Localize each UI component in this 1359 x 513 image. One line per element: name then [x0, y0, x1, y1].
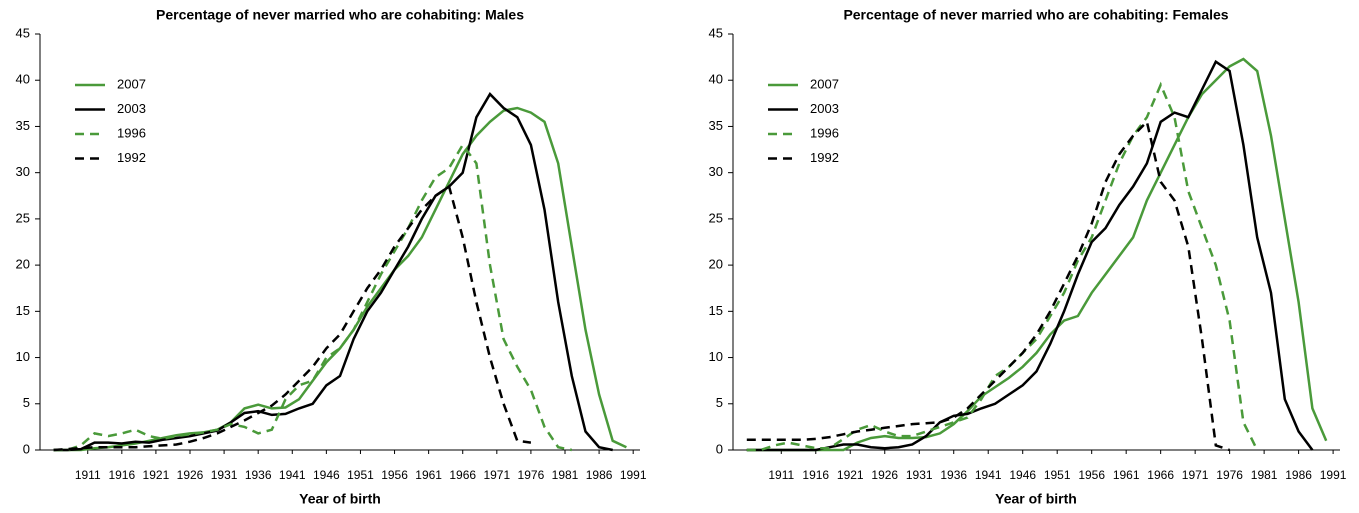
y-tick-label: 10 — [16, 349, 30, 364]
x-tick-label: 1936 — [245, 468, 272, 482]
y-tick-label: 0 — [716, 441, 723, 456]
series-line — [746, 59, 1314, 452]
chart-title: Percentage of never married who are coha… — [156, 7, 524, 23]
x-tick-label: 1941 — [279, 468, 306, 482]
x-tick-label: 1911 — [75, 468, 101, 482]
legend-label: 2003 — [810, 101, 839, 116]
legend-label: 2003 — [117, 101, 146, 116]
x-tick-label: 1916 — [802, 468, 829, 482]
y-tick-label: 30 — [709, 164, 723, 179]
y-tick-label: 25 — [16, 210, 30, 225]
x-tick-label: 1976 — [1216, 468, 1243, 482]
series-line — [746, 57, 1328, 452]
series-line — [746, 81, 1259, 452]
x-tick-label: 1986 — [586, 468, 613, 482]
x-tick-label: 1926 — [177, 468, 204, 482]
x-tick-label: 1971 — [483, 468, 510, 482]
x-tick-label: 1926 — [871, 468, 898, 482]
y-tick-label: 5 — [23, 395, 30, 410]
y-tick-label: 35 — [709, 118, 723, 133]
legend-label: 2007 — [810, 76, 839, 91]
y-tick-label: 10 — [709, 349, 723, 364]
x-tick-label: 1956 — [1078, 468, 1105, 482]
series-line — [53, 184, 532, 452]
x-tick-label: 1911 — [768, 468, 794, 482]
x-tick-label: 1981 — [552, 468, 579, 482]
x-tick-label: 1981 — [1251, 468, 1278, 482]
x-tick-label: 1976 — [518, 468, 545, 482]
series-line — [53, 142, 573, 452]
x-tick-label: 1951 — [1044, 468, 1071, 482]
legend-label: 2007 — [117, 76, 146, 91]
y-tick-label: 5 — [716, 395, 723, 410]
series-line — [53, 106, 627, 452]
y-tick-label: 20 — [16, 257, 30, 272]
y-tick-label: 35 — [16, 118, 30, 133]
x-tick-label: 1991 — [620, 468, 647, 482]
y-tick-label: 30 — [16, 164, 30, 179]
x-tick-label: 1971 — [1182, 468, 1209, 482]
x-tick-label: 1946 — [313, 468, 340, 482]
x-axis-label: Year of birth — [995, 491, 1077, 507]
series-line — [53, 92, 613, 452]
x-tick-label: 1921 — [143, 468, 170, 482]
x-tick-label: 1921 — [837, 468, 864, 482]
x-tick-label: 1991 — [1320, 468, 1347, 482]
y-tick-label: 15 — [16, 303, 30, 318]
x-axis-label: Year of birth — [299, 491, 381, 507]
x-tick-label: 1956 — [381, 468, 408, 482]
y-tick-label: 20 — [709, 257, 723, 272]
y-tick-label: 40 — [16, 72, 30, 87]
x-tick-label: 1961 — [1113, 468, 1140, 482]
x-tick-label: 1951 — [347, 468, 374, 482]
legend-label: 1996 — [117, 125, 146, 140]
legend-label: 1992 — [810, 150, 839, 165]
y-tick-label: 45 — [16, 25, 30, 40]
y-tick-label: 45 — [709, 25, 723, 40]
x-tick-label: 1986 — [1285, 468, 1312, 482]
x-tick-label: 1931 — [211, 468, 238, 482]
x-tick-label: 1946 — [1009, 468, 1036, 482]
legend-label: 1992 — [117, 150, 146, 165]
x-tick-label: 1936 — [940, 468, 967, 482]
x-tick-label: 1961 — [415, 468, 442, 482]
x-tick-label: 1916 — [108, 468, 135, 482]
x-tick-label: 1966 — [1147, 468, 1174, 482]
y-tick-label: 25 — [709, 210, 723, 225]
x-tick-label: 1931 — [906, 468, 933, 482]
x-tick-label: 1966 — [449, 468, 476, 482]
x-tick-label: 1941 — [975, 468, 1002, 482]
y-tick-label: 15 — [709, 303, 723, 318]
y-tick-label: 0 — [23, 441, 30, 456]
y-tick-label: 40 — [709, 72, 723, 87]
chart-title: Percentage of never married who are coha… — [843, 7, 1228, 23]
series-line — [746, 119, 1230, 452]
legend-label: 1996 — [810, 125, 839, 140]
